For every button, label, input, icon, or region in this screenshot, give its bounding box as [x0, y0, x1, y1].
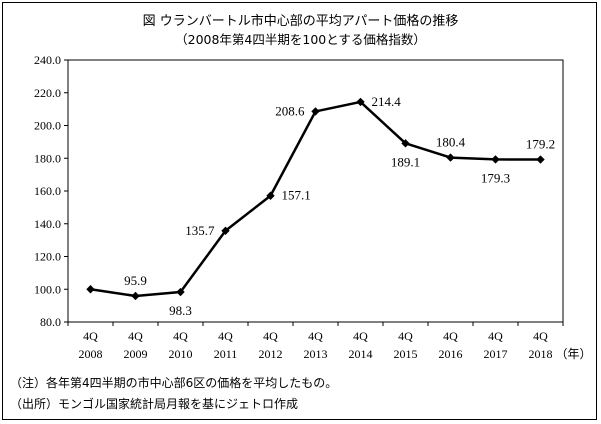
y-tick-label: 80.0 [40, 315, 61, 329]
data-point-marker [311, 107, 320, 116]
data-point-marker [176, 287, 185, 297]
x-tick-label-year: 2013 [304, 347, 328, 361]
x-tick-label-quarter: 4Q [488, 329, 503, 343]
y-tick-label: 220.0 [34, 86, 61, 100]
x-axis-unit: （年） [556, 347, 592, 361]
y-tick-label: 100.0 [34, 282, 61, 296]
footnote-note: （注）各年第4四半期の市中心部6区の価格を平均したもの。 [10, 376, 338, 390]
data-label: 208.6 [275, 103, 305, 118]
x-tick-label-quarter: 4Q [173, 329, 188, 343]
x-tick-label-quarter: 4Q [398, 329, 413, 343]
x-tick-label-year: 2009 [124, 347, 148, 361]
x-tick-label-quarter: 4Q [218, 329, 233, 343]
data-point-marker [401, 139, 410, 148]
data-label: 179.2 [526, 137, 555, 152]
data-point-marker [446, 153, 455, 162]
x-tick-label-quarter: 4Q [263, 329, 278, 343]
data-label: 180.4 [436, 135, 466, 150]
y-tick-label: 240.0 [34, 53, 61, 67]
x-tick-label-quarter: 4Q [308, 329, 323, 343]
chart-title: 図 ウランバートル市中心部の平均アパート価格の推移 [142, 14, 459, 29]
data-point-marker [356, 97, 365, 107]
y-tick-label: 200.0 [34, 119, 61, 133]
data-label: 179.3 [481, 170, 510, 185]
data-point-marker [491, 155, 500, 164]
chart-subtitle: （2008年第4四半期を100とする価格指数） [175, 32, 426, 47]
data-point-marker [266, 191, 275, 200]
figure-frame [2, 2, 597, 420]
x-tick-label-quarter: 4Q [353, 329, 368, 343]
data-label: 157.1 [282, 188, 311, 203]
y-tick-label: 160.0 [34, 184, 61, 198]
data-point-marker [131, 291, 140, 301]
x-tick-label-quarter: 4Q [533, 329, 548, 343]
data-label: 98.3 [169, 303, 192, 318]
x-tick-label-quarter: 4Q [83, 329, 98, 343]
data-label: 189.1 [391, 154, 420, 169]
x-tick-label-year: 2012 [259, 347, 283, 361]
y-tick-label: 140.0 [34, 217, 61, 231]
data-point-marker [221, 226, 230, 235]
data-label: 95.9 [124, 273, 147, 288]
data-label: 135.7 [185, 223, 215, 238]
y-tick-label: 120.0 [34, 250, 61, 264]
x-tick-label-quarter: 4Q [443, 329, 458, 343]
x-tick-label-year: 2011 [214, 347, 238, 361]
x-tick-label-year: 2015 [394, 347, 418, 361]
data-label: 214.4 [372, 94, 402, 109]
x-tick-label-year: 2016 [439, 347, 463, 361]
x-tick-label-year: 2010 [169, 347, 193, 361]
y-tick-label: 180.0 [34, 151, 61, 165]
x-tick-label-year: 2018 [529, 347, 553, 361]
data-point-marker [86, 285, 95, 294]
x-tick-label-quarter: 4Q [128, 329, 143, 343]
footnote-source: （出所）モンゴル国家統計局月報を基にジェトロ作成 [10, 397, 299, 411]
x-tick-label-year: 2014 [349, 347, 373, 361]
x-tick-label-year: 2017 [484, 347, 508, 361]
series-line [90, 100, 541, 298]
x-tick-label-year: 2008 [79, 347, 103, 361]
data-point-marker [536, 155, 545, 164]
